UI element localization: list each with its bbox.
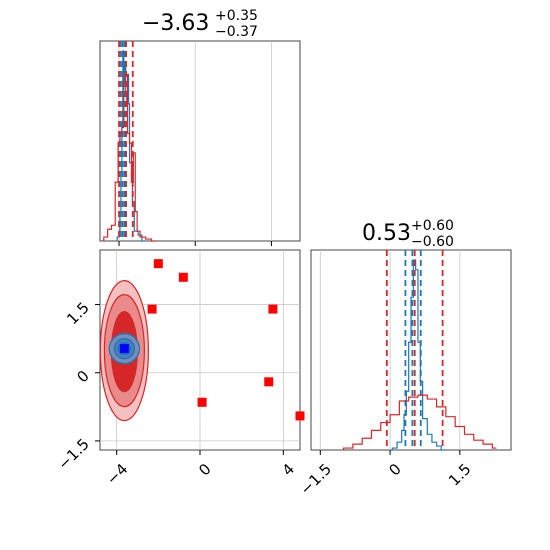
panel-frame [99, 40, 301, 242]
title-upper-error: +0.60 [411, 218, 454, 234]
x-tick-label: 0 [195, 460, 214, 479]
title-value: −3.63 [142, 11, 209, 36]
y-tick-label: 0 [73, 367, 92, 386]
x-tick-label: 1.5 [445, 460, 475, 490]
x-tick-label: −1.5 [297, 460, 335, 498]
title-value: 0.53 [362, 221, 411, 246]
panel-frame [310, 249, 512, 451]
title-lower-error: −0.37 [215, 24, 258, 40]
red-square-point [153, 259, 163, 269]
red-square-point [295, 411, 305, 421]
red-square-point [268, 304, 278, 314]
histogram-series-line [103, 73, 156, 242]
red-square-point [264, 377, 274, 387]
histogram-series-line [342, 394, 497, 450]
histogram-series-line [391, 259, 446, 451]
histogram-panel-param-1: −3.63 +0.35 −0.37 [99, 8, 301, 246]
histogram-title-param-1: −3.63 +0.35 −0.37 [142, 8, 258, 40]
red-square-point [197, 397, 207, 407]
y-tick-label: −1.5 [54, 435, 92, 473]
x-tick-label: 4 [279, 460, 298, 479]
y-tick-label: 1.5 [63, 299, 93, 329]
scatter-panel-param-1-vs-2: −4 0 4 −1.5 0 1.5 [54, 249, 305, 488]
histogram-title-param-2: 0.53 +0.60 −0.60 [362, 218, 454, 250]
red-square-point [178, 272, 188, 282]
blue-square-point [119, 344, 129, 354]
title-upper-error: +0.35 [215, 8, 258, 24]
histogram-panel-param-2: −1.5 0 1.5 0.53 +0.60 −0.60 [297, 218, 512, 499]
x-tick-label: 0 [385, 460, 404, 479]
title-lower-error: −0.60 [411, 234, 454, 250]
red-square-point [147, 304, 157, 314]
x-tick-label: −4 [103, 460, 131, 488]
